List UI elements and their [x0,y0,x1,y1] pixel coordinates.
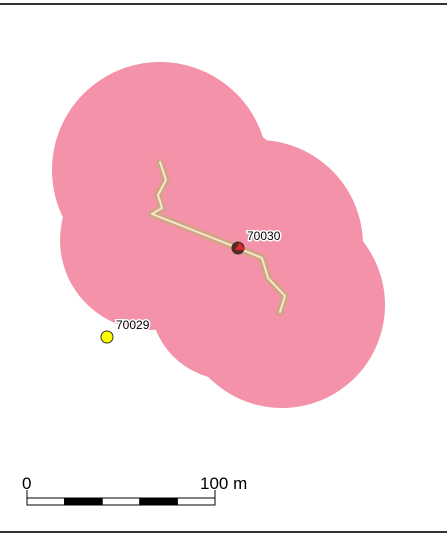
buffer-zone [52,62,385,408]
site-label-70029: 70029 [116,318,150,332]
trail-feature [148,158,289,316]
scale-bar-start-label: 0 [22,474,31,493]
scale-bar-segment [64,497,103,506]
scale-bar-segment [101,497,141,506]
scale-bar-end-label: 100 m [200,474,247,493]
site-marker-70030[interactable] [231,241,245,255]
scale-bar-segment [139,497,178,506]
scale-bar: 0 100 m [22,474,247,506]
scale-bar-segment [176,497,216,506]
scale-bar-segment [26,497,66,506]
site-marker-70029[interactable] [100,330,114,344]
site-70030-red-icon [235,242,245,250]
site-label-70030: 70030 [247,229,281,243]
